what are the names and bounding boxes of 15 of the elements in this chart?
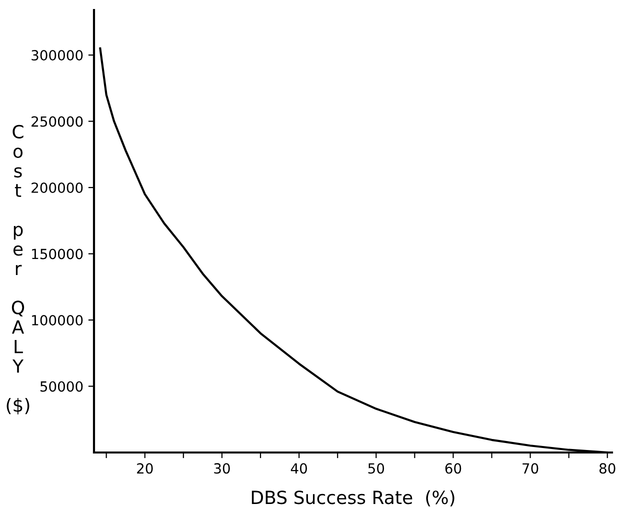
y-tick-label: 200000 [32, 182, 83, 194]
x-tick-label: 80 [599, 463, 616, 474]
y-tick-label: 100000 [32, 314, 83, 326]
y-tick-label: 300000 [32, 50, 83, 61]
x-tick-label: 60 [445, 463, 462, 474]
x-tick-label: 30 [214, 463, 230, 474]
y-tick-label: 250000 [32, 116, 83, 127]
text: Cost per QALY ($) [6, 124, 30, 414]
x-tick-label: 70 [522, 463, 538, 474]
x-tick-label: 20 [137, 463, 153, 474]
x-tick-label: 50 [368, 463, 384, 474]
x-tick-label: 40 [290, 463, 307, 474]
y-tick-label: 50000 [40, 381, 83, 392]
y-tick-label: 150000 [32, 248, 83, 260]
x-axis-title: DBS Success Rate (%) [252, 490, 454, 506]
